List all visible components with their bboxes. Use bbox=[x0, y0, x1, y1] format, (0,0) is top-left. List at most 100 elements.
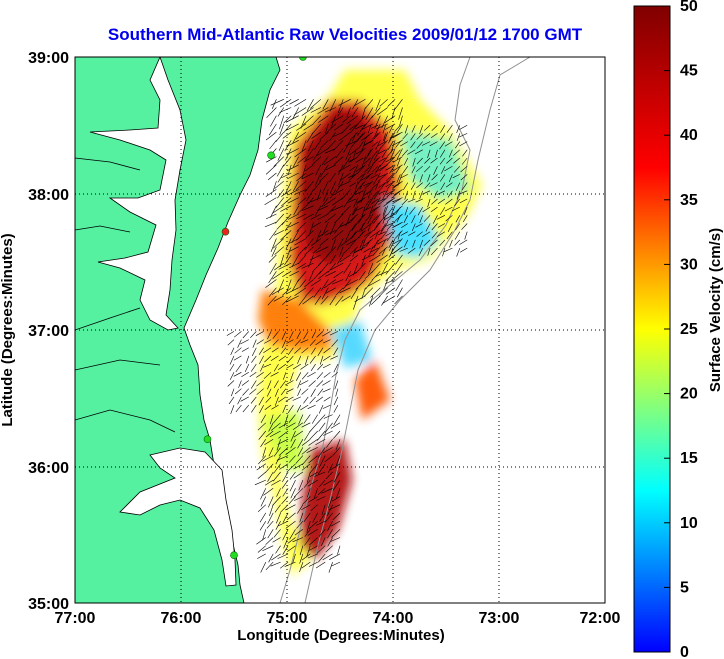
velocity-vector bbox=[385, 231, 394, 237]
velocity-vector bbox=[237, 396, 242, 405]
velocity-vector bbox=[325, 471, 333, 480]
velocity-vector bbox=[393, 223, 401, 228]
velocity-vector bbox=[365, 215, 371, 222]
velocity-vector bbox=[444, 141, 453, 147]
velocity-vector bbox=[354, 295, 366, 302]
velocity-vector bbox=[285, 447, 296, 455]
velocity-vector bbox=[285, 148, 292, 161]
velocity-vector bbox=[273, 156, 285, 167]
velocity-vector bbox=[339, 221, 351, 228]
velocity-vector bbox=[366, 149, 371, 158]
velocity-vector bbox=[281, 189, 292, 197]
velocity-vector bbox=[318, 172, 329, 182]
velocity-vector bbox=[430, 239, 438, 247]
velocity-vector bbox=[269, 262, 277, 275]
velocity-vector bbox=[372, 172, 381, 186]
velocity-vector bbox=[256, 339, 264, 345]
velocity-vector bbox=[329, 181, 337, 194]
velocity-vector bbox=[345, 271, 351, 282]
velocity-vector bbox=[334, 123, 344, 131]
velocity-vector bbox=[267, 172, 277, 181]
velocity-vector bbox=[301, 447, 311, 455]
velocity-vector bbox=[340, 172, 351, 181]
velocity-vector bbox=[337, 99, 344, 114]
velocity-vector bbox=[383, 213, 396, 221]
velocity-vector bbox=[308, 140, 314, 152]
velocity-vector bbox=[275, 520, 281, 530]
velocity-vector bbox=[330, 262, 344, 271]
velocity-vector bbox=[347, 198, 357, 203]
velocity-vector bbox=[385, 157, 394, 163]
velocity-vector bbox=[268, 553, 274, 563]
velocity-vector bbox=[411, 125, 416, 133]
velocity-vector bbox=[375, 123, 388, 130]
velocity-vector bbox=[322, 181, 329, 194]
velocity-vector bbox=[327, 504, 333, 517]
velocity-vector bbox=[286, 363, 294, 369]
velocity-vector bbox=[419, 215, 423, 224]
velocity-vector bbox=[273, 230, 284, 236]
velocity-vector bbox=[333, 156, 344, 165]
colorbar-tick-label: 30 bbox=[680, 256, 698, 273]
velocity-vector bbox=[285, 396, 294, 402]
velocity-vector bbox=[341, 189, 351, 200]
velocity-vector bbox=[296, 230, 307, 241]
velocity-vector bbox=[418, 247, 423, 257]
velocity-vector bbox=[368, 125, 371, 134]
velocity-vector bbox=[289, 99, 299, 105]
velocity-vector bbox=[271, 404, 279, 410]
velocity-vector bbox=[318, 230, 329, 238]
velocity-vector bbox=[445, 215, 453, 222]
velocity-vector bbox=[361, 254, 366, 267]
velocity-vector bbox=[295, 180, 307, 191]
velocity-vector bbox=[349, 124, 357, 131]
velocity-vector bbox=[297, 254, 307, 265]
velocity-vector bbox=[226, 331, 235, 336]
velocity-vector bbox=[356, 131, 366, 143]
velocity-vector bbox=[304, 355, 309, 365]
velocity-vector bbox=[328, 463, 333, 473]
velocity-vector bbox=[279, 107, 292, 113]
velocity-vector bbox=[297, 447, 304, 457]
velocity-vector bbox=[356, 133, 364, 141]
velocity-vector bbox=[369, 230, 381, 238]
velocity-vector bbox=[387, 99, 396, 107]
velocity-vector bbox=[315, 246, 329, 253]
velocity-vector bbox=[368, 279, 381, 287]
velocity-vector bbox=[370, 131, 381, 143]
map-panel bbox=[74, 56, 606, 604]
velocity-vector bbox=[240, 339, 249, 345]
velocity-vector bbox=[311, 414, 318, 424]
velocity-vector bbox=[271, 99, 277, 110]
velocity-vector bbox=[235, 404, 242, 413]
velocity-vector bbox=[264, 339, 272, 344]
velocity-vector bbox=[388, 239, 394, 249]
velocity-vector bbox=[313, 181, 322, 191]
velocity-vector bbox=[373, 189, 381, 200]
velocity-vector bbox=[241, 380, 249, 386]
velocity-vector bbox=[318, 463, 326, 475]
velocity-vector bbox=[310, 388, 316, 397]
velocity-vector bbox=[385, 287, 396, 295]
velocity-vector bbox=[278, 262, 292, 270]
velocity-vector bbox=[257, 471, 266, 479]
velocity-vector bbox=[381, 115, 388, 129]
velocity-vector bbox=[304, 537, 311, 546]
velocity-vector bbox=[357, 172, 366, 184]
velocity-vector bbox=[296, 331, 302, 339]
velocity-vector bbox=[292, 553, 296, 564]
velocity-vector bbox=[309, 463, 318, 473]
radar-station-marker bbox=[230, 551, 238, 560]
velocity-vector bbox=[326, 205, 337, 216]
velocity-vector bbox=[319, 238, 329, 246]
velocity-vector bbox=[297, 355, 302, 364]
velocity-vector bbox=[300, 115, 307, 129]
velocity-vector bbox=[411, 215, 416, 224]
velocity-vector bbox=[374, 197, 381, 207]
velocity-vector bbox=[287, 197, 299, 204]
velocity-vector bbox=[354, 124, 364, 130]
velocity-vector bbox=[350, 246, 359, 255]
colorbar-tick-label: 35 bbox=[680, 192, 698, 209]
velocity-vector bbox=[445, 198, 453, 205]
velocity-vector bbox=[349, 254, 359, 262]
